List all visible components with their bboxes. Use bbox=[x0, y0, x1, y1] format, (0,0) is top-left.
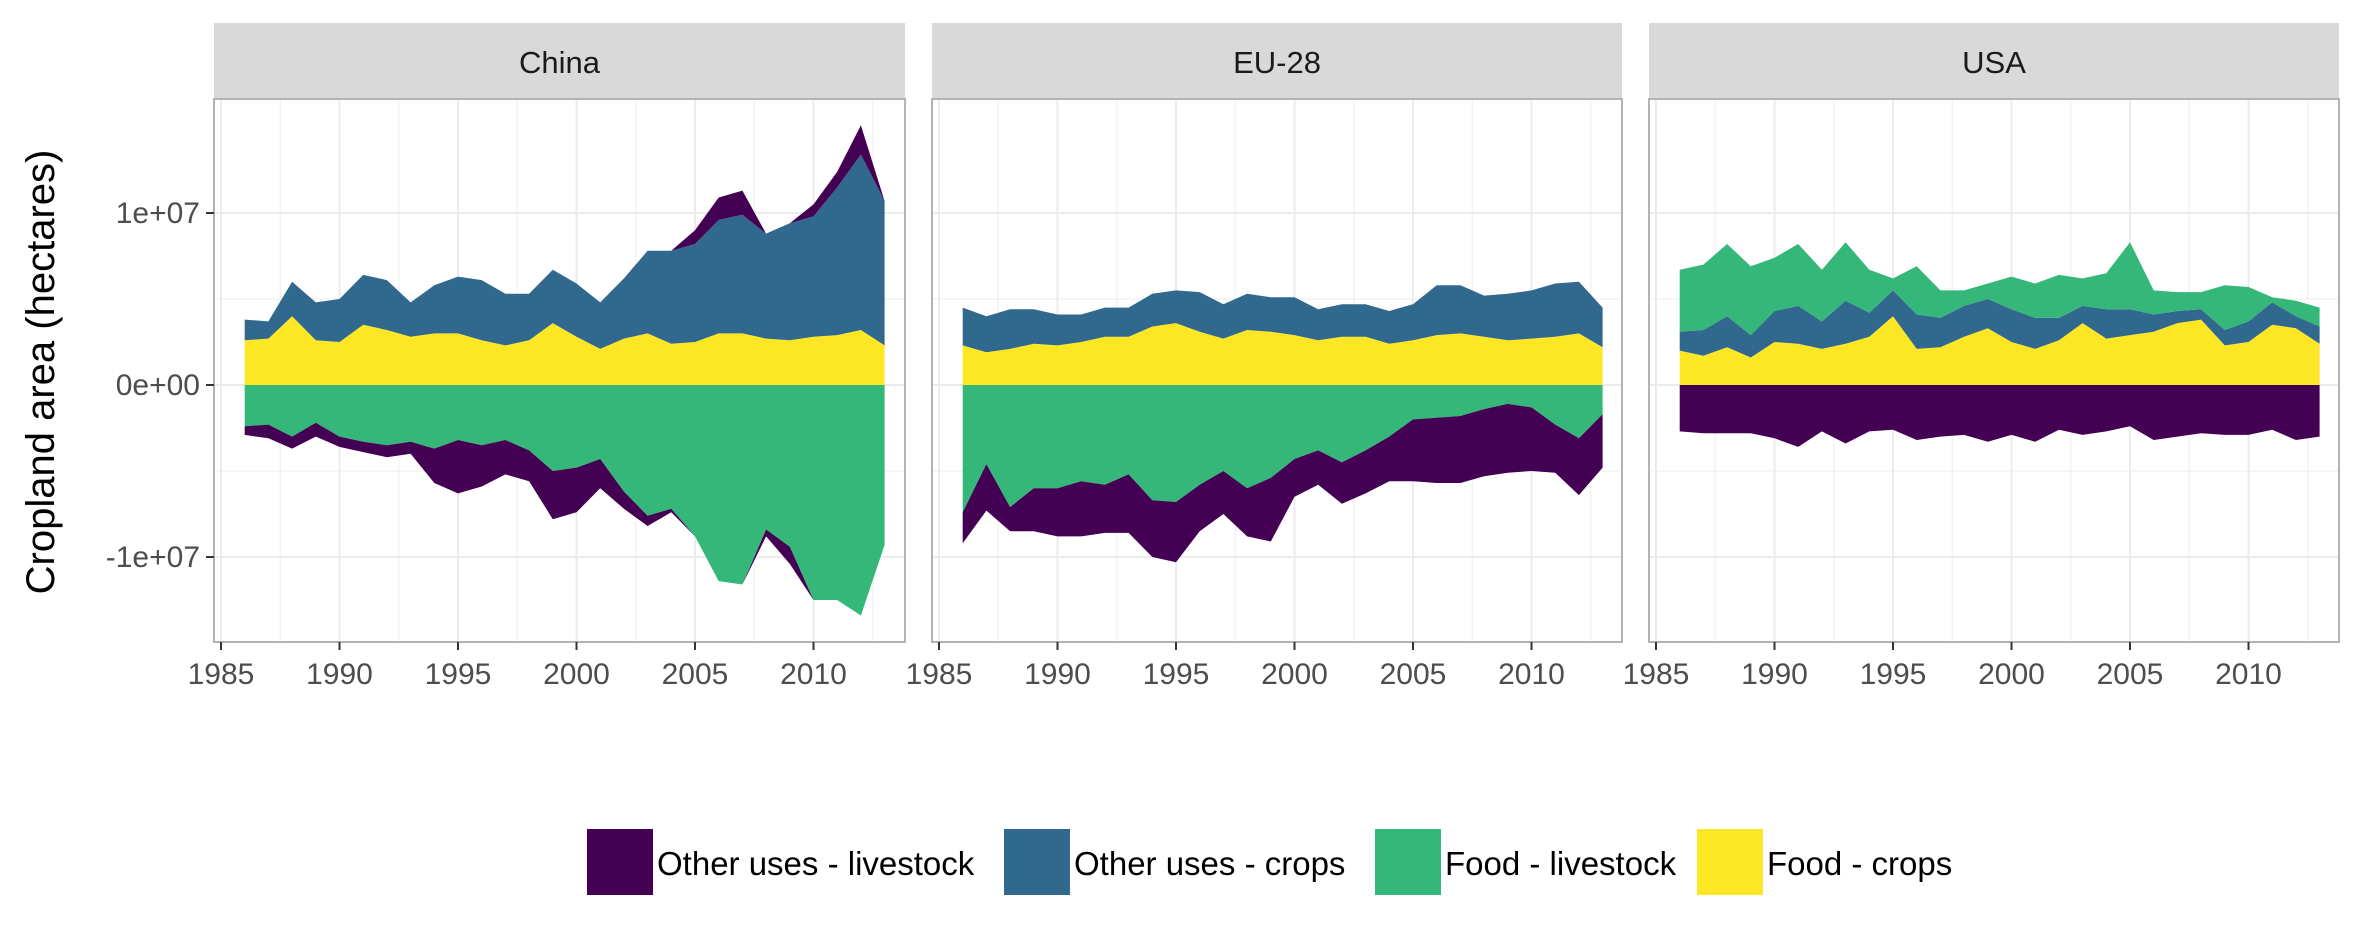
area-food-crops bbox=[962, 323, 1603, 385]
x-tick-label: 1985 bbox=[906, 658, 973, 691]
y-axis-title: Cropland area (hectares) bbox=[19, 150, 63, 595]
x-tick-label: 1990 bbox=[1741, 658, 1808, 691]
area-other-uses-livestock bbox=[1679, 385, 2320, 447]
x-tick-label: 2000 bbox=[1261, 658, 1328, 691]
facets-layer: China 1985 1990 1995 2000 2005 2010 -1e+07 0e+00… bbox=[106, 23, 2340, 691]
legend-swatch bbox=[1697, 829, 1763, 895]
legend-item-food-livestock: Food - livestock bbox=[1375, 829, 1677, 895]
area-other-uses-crops bbox=[962, 281, 1603, 353]
legend-label: Other uses - crops bbox=[1074, 845, 1345, 882]
x-tick-label: 2000 bbox=[543, 658, 610, 691]
y-tick-label: 0e+00 bbox=[116, 369, 200, 402]
panel-border bbox=[1648, 98, 2340, 643]
area-other-uses-livestock bbox=[244, 125, 885, 322]
area-food-livestock bbox=[962, 385, 1603, 513]
y-axis-title-group: Cropland area (hectares) bbox=[19, 150, 63, 595]
legend-label: Food - crops bbox=[1767, 845, 1952, 882]
area-food-livestock bbox=[1679, 242, 2320, 336]
y-tick-label: -1e+07 bbox=[106, 541, 200, 574]
legend-item-other-uses-livestock: Other uses - livestock bbox=[587, 829, 975, 895]
x-tick-label: 1990 bbox=[1024, 658, 1091, 691]
facet-strip-label: USA bbox=[1962, 45, 2026, 80]
legend-label: Food - livestock bbox=[1445, 845, 1677, 882]
facet-strip-usa bbox=[1649, 23, 2339, 99]
x-tick-label: 2000 bbox=[1978, 658, 2045, 691]
facet-strip-label: EU-28 bbox=[1233, 45, 1321, 80]
area-other-uses-livestock bbox=[962, 403, 1603, 563]
legend-swatch bbox=[1004, 829, 1070, 895]
y-tick-label: 1e+07 bbox=[116, 197, 200, 230]
facet-strip-label: China bbox=[519, 45, 601, 80]
facet-strip-eu-28 bbox=[932, 23, 1622, 99]
x-tick-label: 2005 bbox=[1380, 658, 1447, 691]
x-tick-label: 2010 bbox=[2215, 658, 2282, 691]
x-tick-label: 1995 bbox=[1143, 658, 1210, 691]
area-other-uses-crops bbox=[1679, 290, 2320, 358]
legend-label: Other uses - livestock bbox=[657, 845, 975, 882]
x-tick-label: 2010 bbox=[780, 658, 847, 691]
legend-swatch bbox=[587, 829, 653, 895]
x-tick-label: 1995 bbox=[425, 658, 492, 691]
area-food-livestock bbox=[244, 385, 885, 616]
x-tick-label: 1985 bbox=[1623, 658, 1690, 691]
x-tick-label: 1985 bbox=[188, 658, 255, 691]
facet-strip-china bbox=[214, 23, 905, 99]
panel-border bbox=[213, 98, 906, 643]
legend: Other uses - livestock Other uses - crops… bbox=[587, 829, 1952, 895]
x-tick-label: 2005 bbox=[2097, 658, 2164, 691]
panel-border bbox=[931, 98, 1623, 643]
area-food-crops bbox=[1679, 316, 2320, 385]
legend-item-other-uses-crops: Other uses - crops bbox=[1004, 829, 1345, 895]
facet-usa: USA 1985 1990 1995 2000 2005 2010 bbox=[1623, 23, 2340, 691]
facet-china: China 1985 1990 1995 2000 2005 2010 -1e+07 0e+00… bbox=[106, 23, 906, 691]
x-tick-label: 2010 bbox=[1498, 658, 1565, 691]
x-tick-label: 1990 bbox=[306, 658, 373, 691]
x-tick-label: 2005 bbox=[662, 658, 729, 691]
area-food-crops bbox=[244, 316, 885, 385]
legend-item-food-crops: Food - crops bbox=[1697, 829, 1952, 895]
area-other-uses-crops bbox=[244, 154, 885, 349]
facet-eu-28: EU-28 1985 1990 1995 2000 2005 2010 bbox=[906, 23, 1623, 691]
x-tick-label: 1995 bbox=[1860, 658, 1927, 691]
legend-swatch bbox=[1375, 829, 1441, 895]
